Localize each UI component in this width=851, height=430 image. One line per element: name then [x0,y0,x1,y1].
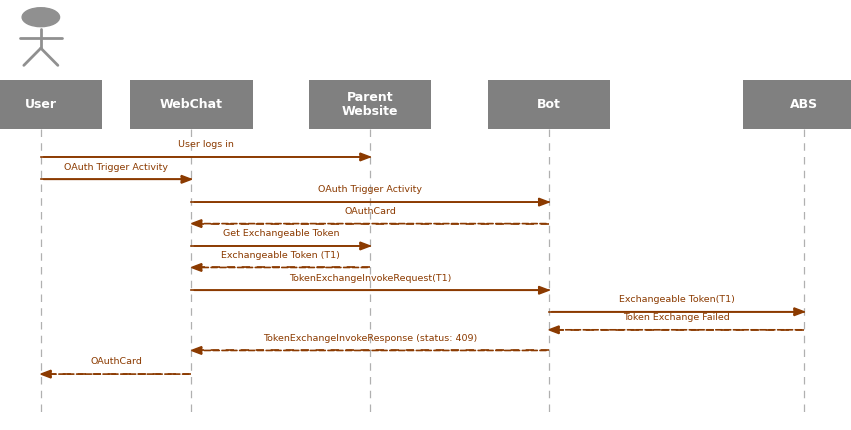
Bar [0,80,102,129]
Bar [488,80,610,129]
Polygon shape [539,198,549,206]
Text: ABS: ABS [790,98,819,111]
Polygon shape [794,308,804,316]
Text: Bot: Bot [537,98,561,111]
Text: Token Exchange Failed: Token Exchange Failed [623,313,730,322]
Polygon shape [360,153,370,161]
Bar [309,80,431,129]
Polygon shape [191,347,202,354]
Text: OAuthCard: OAuthCard [345,207,396,216]
Text: Parent
Website: Parent Website [342,91,398,118]
Bar [130,80,253,129]
Text: WebChat: WebChat [160,98,223,111]
Text: Exchangeable Token(T1): Exchangeable Token(T1) [619,295,734,304]
Text: Get Exchangeable Token: Get Exchangeable Token [223,229,339,238]
Polygon shape [191,220,202,227]
Polygon shape [539,286,549,294]
Polygon shape [360,242,370,250]
Text: Exchangeable Token (T1): Exchangeable Token (T1) [221,251,340,260]
Polygon shape [41,370,51,378]
Text: TokenExchangeInvokeRequest(T1): TokenExchangeInvokeRequest(T1) [289,273,451,283]
Text: OAuth Trigger Activity: OAuth Trigger Activity [318,185,422,194]
Text: OAuthCard: OAuthCard [90,357,142,366]
Circle shape [22,8,60,27]
Text: User logs in: User logs in [178,140,233,149]
Text: User: User [25,98,57,111]
Polygon shape [191,264,202,271]
Polygon shape [181,175,191,183]
Text: OAuth Trigger Activity: OAuth Trigger Activity [64,163,168,172]
Text: TokenExchangeInvokeResponse (status: 409): TokenExchangeInvokeResponse (status: 409… [263,334,477,343]
Bar [743,80,851,129]
Polygon shape [549,326,559,334]
